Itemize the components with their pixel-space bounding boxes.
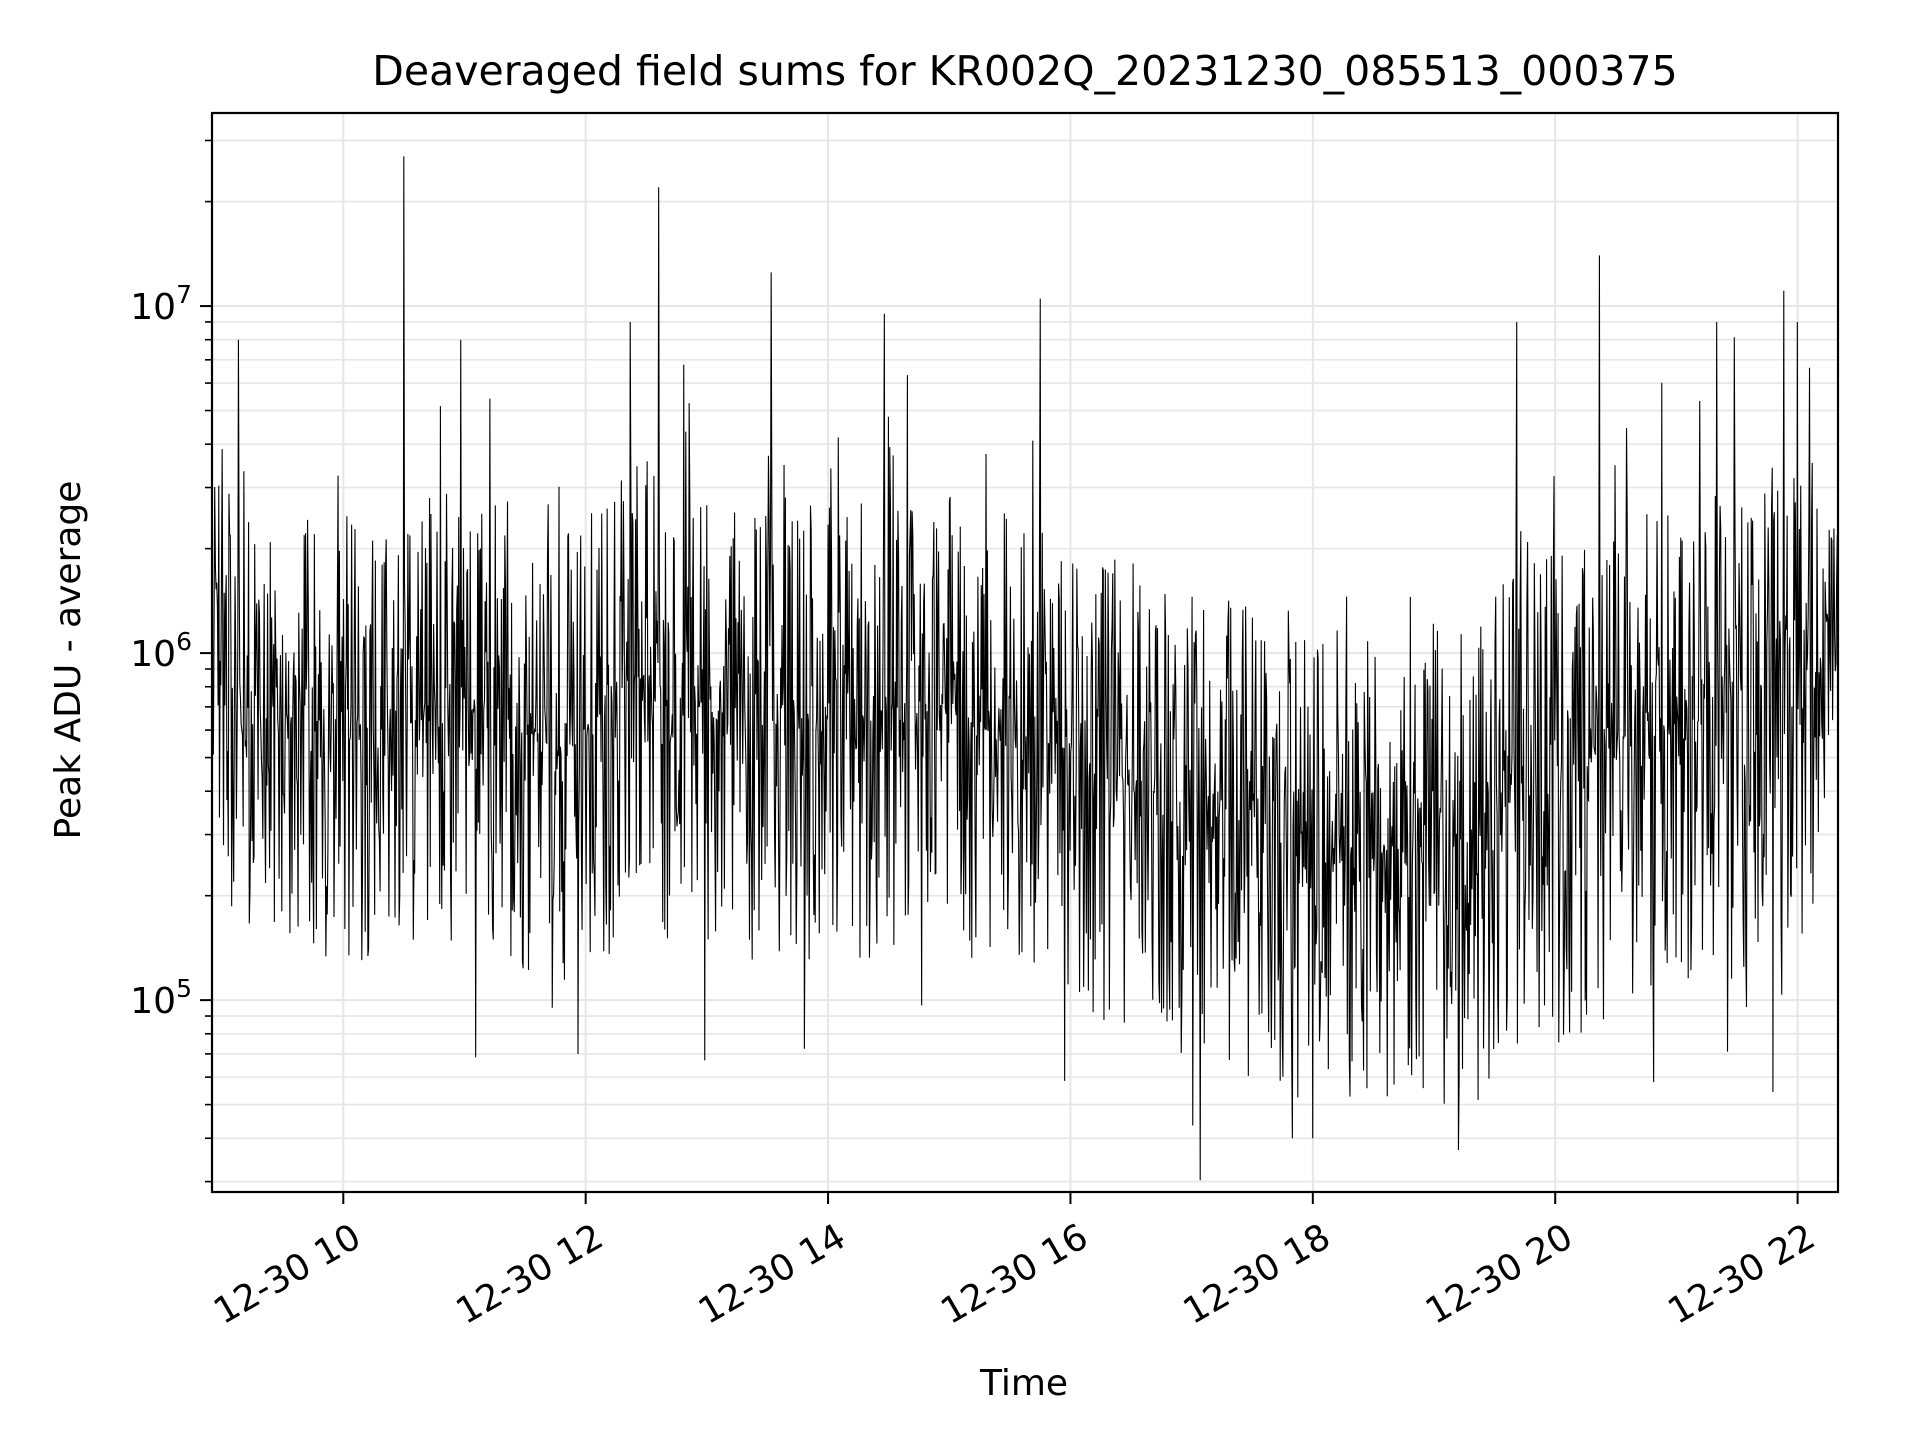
x-axis-label: Time [979, 1363, 1068, 1404]
y-axis-label: Peak ADU - average [48, 481, 89, 840]
y-tick-label: 107 [130, 280, 192, 328]
y-tick-label: 105 [130, 974, 192, 1022]
series-line [211, 156, 1839, 1181]
plot-area [211, 156, 1839, 1181]
chart-title: Deaveraged field sums for KR002Q_2023123… [372, 47, 1677, 95]
y-tick-label: 106 [130, 627, 192, 675]
y-axis: 105 106 107 [130, 139, 212, 1183]
